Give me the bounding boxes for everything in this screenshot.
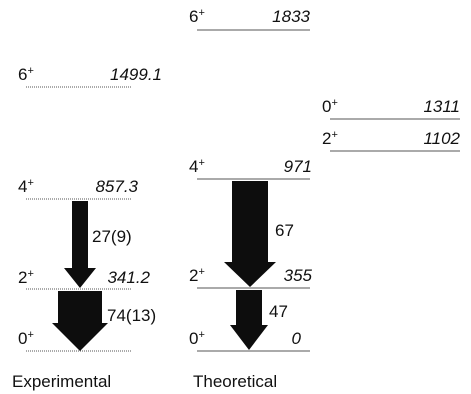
theo-level-4-energy: 971 — [284, 157, 312, 176]
exp-level-2-spin: 2+ — [18, 268, 34, 287]
theo-transition-4-2-be2: 67 — [275, 221, 294, 240]
exp-level-6-spin: 6+ — [18, 65, 34, 84]
exp-level-2-energy: 341.2 — [107, 268, 150, 287]
experimental-column: 6+ 1499.1 4+ 857.3 2+ 341.2 0+ 27(9) 74(… — [12, 65, 162, 391]
theo-level-6-energy: 1833 — [272, 7, 310, 26]
experimental-caption: Experimental — [12, 372, 111, 391]
side-level-0-spin: 0+ — [322, 97, 338, 116]
theoretical-caption: Theoretical — [193, 372, 277, 391]
theoretical-side-levels: 0+ 1311 2+ 1102 — [322, 97, 461, 152]
exp-level-4-spin: 4+ — [18, 177, 34, 196]
theo-level-0-energy: 0 — [292, 329, 302, 348]
theo-transition-2-0-arrow — [230, 290, 268, 350]
side-level-2-spin: 2+ — [322, 129, 338, 148]
theo-level-2-energy: 355 — [284, 266, 313, 285]
side-level-0-energy: 1311 — [423, 97, 460, 116]
exp-transition-4-2-be2: 27(9) — [92, 227, 132, 246]
exp-level-4-energy: 857.3 — [95, 177, 138, 196]
side-level-2-energy: 1102 — [423, 129, 460, 148]
theo-level-4-spin: 4+ — [189, 157, 205, 176]
theo-level-0-spin: 0+ — [189, 329, 205, 348]
theo-level-2-spin: 2+ — [189, 266, 205, 285]
exp-level-6-energy: 1499.1 — [110, 65, 162, 84]
theo-level-6-spin: 6+ — [189, 7, 205, 26]
theoretical-column: 6+ 1833 4+ 971 2+ 355 0+ 0 67 47 Theoret… — [189, 7, 313, 391]
exp-transition-4-2-arrow — [64, 201, 96, 288]
theo-transition-2-0-be2: 47 — [269, 302, 288, 321]
exp-transition-2-0-arrow — [52, 291, 108, 351]
exp-level-0-spin: 0+ — [18, 329, 34, 348]
theo-transition-4-2-arrow — [224, 181, 276, 287]
exp-transition-2-0-be2: 74(13) — [107, 306, 156, 325]
